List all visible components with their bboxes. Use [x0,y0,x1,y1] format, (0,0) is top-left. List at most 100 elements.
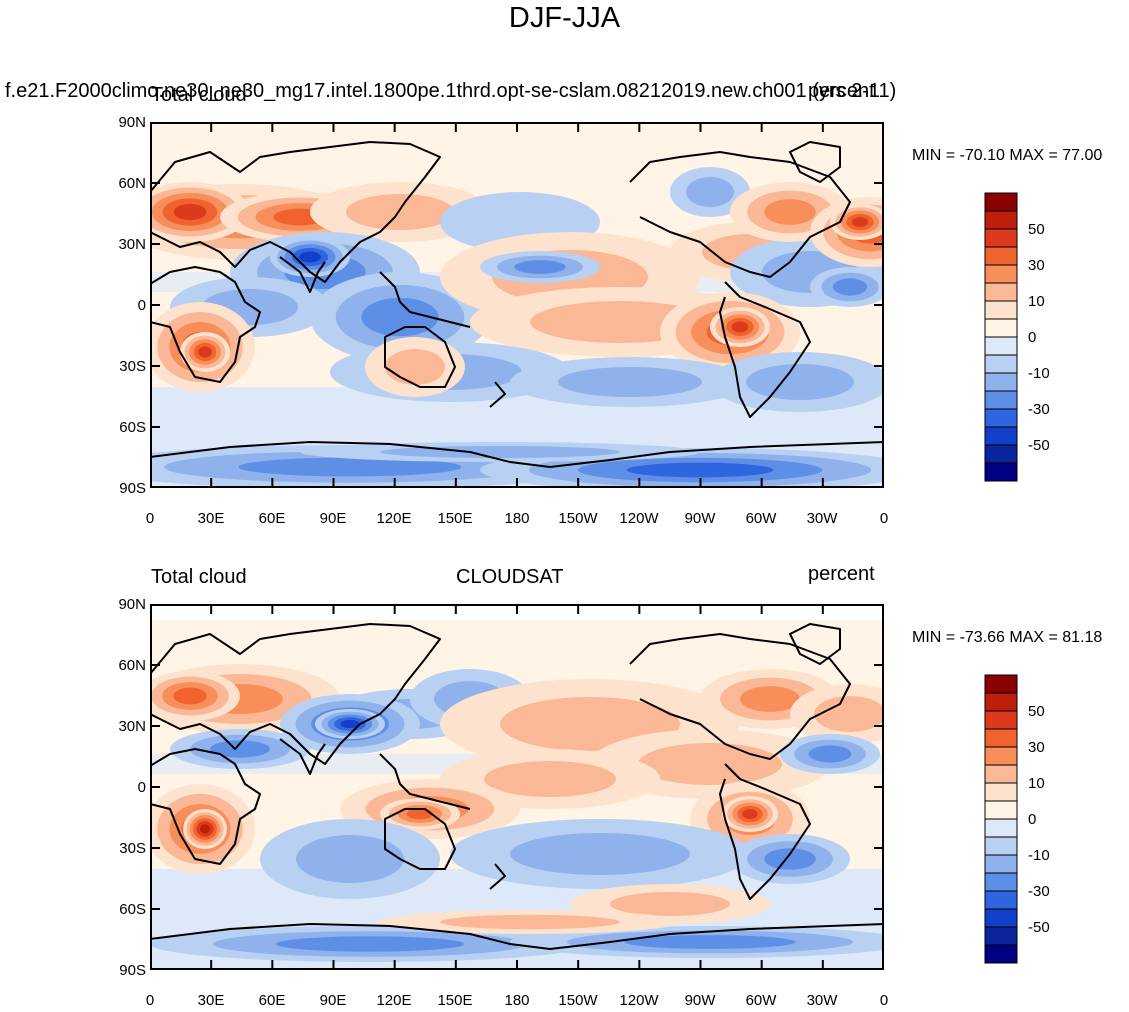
colorbar-swatch [984,800,1018,820]
colorbar-label: 30 [1028,257,1045,274]
coastline [150,748,261,865]
colorbar-swatch [984,390,1018,410]
lon-tick-label: 180 [504,992,530,1009]
model-map [150,122,884,488]
coastline [150,441,884,468]
coastline [789,141,841,183]
field-contour [514,260,566,274]
colorbar-swatch [984,426,1018,446]
colorbar-swatch [984,318,1018,338]
colorbar-swatch [984,462,1018,482]
model-left-title: Total cloud [151,84,247,106]
field-contour [851,217,869,227]
obs-min-max: MIN = -73.66 MAX = 81.18 [912,629,1103,646]
lat-tick-label: 60S [119,419,146,436]
colorbar-swatch [984,944,1018,964]
field-contour [210,740,270,758]
colorbar-label: 10 [1028,775,1045,792]
lon-tick-label: 90W [684,992,716,1009]
obs-left-title: Total cloud [151,566,247,588]
colorbar-label: 10 [1028,293,1045,310]
coastline [379,753,471,810]
lat-tick-label: 0 [137,297,146,314]
lon-tick-label: 150E [437,992,473,1009]
lat-tick-label: 0 [137,779,146,796]
lon-tick-label: 120E [376,510,412,527]
coastline [719,281,811,418]
colorbar-swatch [984,872,1018,892]
lat-tick-label: 30N [118,236,146,253]
field-contour [385,349,445,385]
lon-tick-label: 180 [504,510,530,527]
model-right-title: percent [808,80,875,102]
field-contour [346,194,454,230]
lon-tick-label: 30E [197,992,225,1009]
model-min-max: MIN = -70.10 MAX = 77.00 [912,147,1103,164]
lon-tick-label: 60E [258,510,286,527]
field-contour [626,462,774,478]
colorbar-label: 50 [1028,221,1045,238]
colorbar-label: -50 [1028,437,1050,454]
lat-tick-label: 90S [119,962,146,979]
colorbar-swatch [984,192,1018,212]
field-contour [380,446,620,458]
colorbar-swatch [984,228,1018,248]
colorbar-label: 0 [1028,329,1036,346]
field-contour [610,892,730,916]
lat-tick-label: 90N [118,114,146,131]
field-contour [764,848,816,870]
colorbar-swatch [984,764,1018,784]
colorbar-swatch [984,210,1018,230]
field-contour [238,457,462,477]
colorbar-swatch [984,890,1018,910]
colorbar-swatch [984,836,1018,856]
lon-tick-label: 120E [376,992,412,1009]
field-contour [440,914,620,930]
field-contour [731,321,749,333]
colorbar-swatch [984,408,1018,428]
lat-tick-label: 60N [118,175,146,192]
model-colorbar: 50 30 10 0 -10 -30 -50 [984,192,1050,482]
field-contour [173,203,207,221]
lon-tick-label: 0 [879,992,889,1009]
field-contour [638,743,782,785]
lon-tick-label: 0 [879,510,889,527]
figure-title: DJF-JJA [508,2,621,34]
colorbar-label: -30 [1028,883,1050,900]
field-contour [832,278,868,296]
colorbar-swatch [984,728,1018,748]
field-contour [299,251,321,263]
lat-tick-label: 30N [118,718,146,735]
field-contour [173,687,207,705]
coastline [150,923,884,950]
axis-ticks [150,604,884,970]
lon-tick-label: 90E [319,992,347,1009]
coastlines [150,141,884,468]
coastline [384,326,456,388]
field-contour [808,745,852,763]
coastline [379,271,471,328]
field-contour [814,696,884,732]
lon-tick-label: 0 [145,510,155,527]
colorbar-swatch [984,336,1018,356]
colorbar-label: -50 [1028,919,1050,936]
coastline [489,381,506,408]
lon-tick-label: 90E [319,510,347,527]
field-contour [746,364,854,400]
field-contour [198,346,212,358]
colorbar-label: 0 [1028,811,1036,828]
lat-tick-label: 90N [118,596,146,613]
colorbar-label: 50 [1028,703,1045,720]
obs-colorbar: 50 30 10 0 -10 -30 -50 [984,674,1050,964]
colorbar-label: -10 [1028,365,1050,382]
lon-tick-label: 30W [806,510,838,527]
lat-tick-label: 60N [118,657,146,674]
coastline [629,151,851,278]
coastline [150,141,441,283]
colorbar-swatch [984,710,1018,730]
colorbar-swatch [984,782,1018,802]
lon-tick-label: 30W [806,992,838,1009]
axis-ticks [150,122,884,488]
lon-tick-label: 150W [558,510,598,527]
colorbar-swatch [984,818,1018,838]
